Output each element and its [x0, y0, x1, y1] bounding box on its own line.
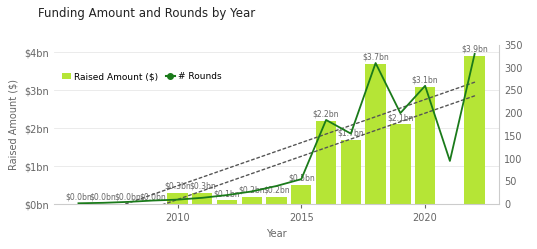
- Bar: [217, 200, 237, 204]
- Text: $0.1bn: $0.1bn: [214, 189, 241, 198]
- Text: $0.0bn: $0.0bn: [65, 193, 92, 202]
- Bar: [340, 140, 361, 204]
- Bar: [316, 121, 336, 204]
- Text: $3.1bn: $3.1bn: [412, 75, 438, 84]
- Text: $0.2bn: $0.2bn: [263, 185, 290, 194]
- Text: Funding Amount and Rounds by Year: Funding Amount and Rounds by Year: [38, 7, 255, 20]
- Text: $3.9bn: $3.9bn: [461, 45, 488, 54]
- Text: $0.2bn: $0.2bn: [238, 185, 265, 194]
- Bar: [390, 124, 410, 204]
- Bar: [415, 87, 436, 204]
- Text: $0.5bn: $0.5bn: [288, 174, 315, 183]
- Bar: [366, 64, 386, 204]
- Text: $0.3bn: $0.3bn: [164, 182, 191, 190]
- Text: $0.0bn: $0.0bn: [114, 193, 141, 202]
- Legend: Raised Amount ($), # Rounds: Raised Amount ($), # Rounds: [58, 68, 226, 85]
- Bar: [465, 56, 485, 204]
- X-axis label: Year: Year: [266, 229, 287, 239]
- Bar: [192, 193, 213, 204]
- Text: $3.7bn: $3.7bn: [362, 53, 389, 62]
- Bar: [291, 185, 311, 204]
- Bar: [242, 197, 262, 204]
- Text: $2.2bn: $2.2bn: [313, 109, 339, 119]
- Text: $2.1bn: $2.1bn: [387, 113, 413, 122]
- Bar: [168, 193, 187, 204]
- Y-axis label: Raised Amount ($): Raised Amount ($): [9, 79, 18, 170]
- Text: $0.0bn: $0.0bn: [90, 193, 117, 202]
- Bar: [266, 197, 287, 204]
- Text: $1.7bn: $1.7bn: [338, 128, 364, 137]
- Text: $0.3bn: $0.3bn: [189, 182, 216, 190]
- Text: $0.0bn: $0.0bn: [140, 193, 166, 202]
